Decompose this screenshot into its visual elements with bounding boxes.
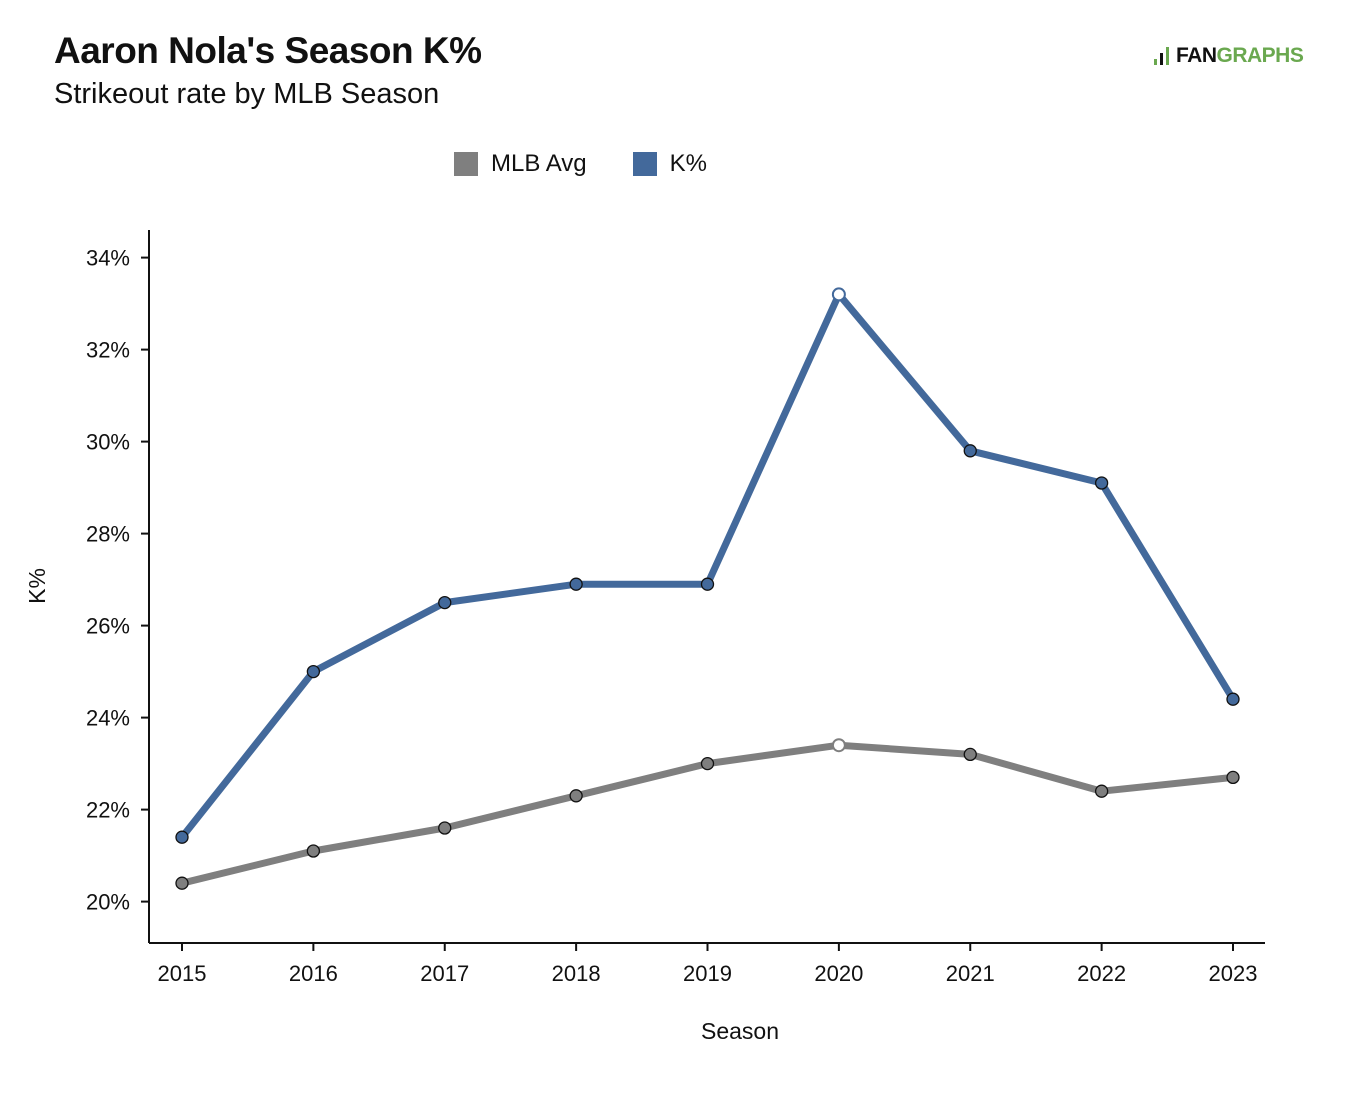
data-point-mlb-avg (569, 789, 583, 803)
data-point-k (1094, 476, 1109, 490)
data-point-mlb-avg (306, 844, 321, 858)
fangraphs-logo[interactable]: FAN GRAPHS (1152, 44, 1304, 68)
data-point-mlb-avg (963, 747, 977, 762)
x-tick-label: 2019 (683, 961, 732, 986)
y-tick-label: 28% (86, 522, 130, 547)
data-point-k (569, 577, 583, 591)
legend-label-k-pct: K% (669, 150, 707, 177)
x-tick-label: 2023 (1209, 961, 1258, 986)
data-point-mlb-avg (175, 876, 189, 890)
x-axis-title: Season (701, 1018, 779, 1044)
data-point-k (175, 830, 189, 844)
y-tick-label: 30% (86, 430, 130, 455)
y-tick-label: 34% (86, 246, 130, 271)
legend-swatch-k-pct (632, 152, 657, 176)
y-axis-title: K% (24, 568, 50, 604)
x-tick-label: 2018 (552, 961, 601, 986)
data-point-k (438, 595, 452, 610)
x-tick-label: 2017 (420, 961, 469, 986)
x-tick-label: 2022 (1077, 961, 1126, 986)
x-tick-label: 2021 (946, 961, 995, 986)
data-point-k (831, 287, 846, 302)
fangraphs-logo-icon (1152, 45, 1174, 67)
data-point-k (306, 664, 321, 679)
y-tick-label: 20% (86, 890, 130, 915)
series-points (175, 287, 1240, 890)
data-point-mlb-avg (1226, 770, 1240, 785)
chart-title: Aaron Nola's Season K% (54, 30, 482, 71)
x-tick-label: 2020 (814, 961, 863, 986)
legend-item-k-pct[interactable]: K% (632, 150, 707, 178)
logo-text-graphs: GRAPHS (1216, 44, 1304, 67)
data-point-mlb-avg (1094, 784, 1109, 798)
legend-item-mlb-avg[interactable]: MLB Avg (454, 150, 587, 178)
y-tick-label: 24% (86, 706, 130, 731)
data-point-k (700, 577, 715, 591)
legend-label-mlb-avg: MLB Avg (491, 150, 587, 177)
data-point-mlb-avg (831, 738, 846, 753)
data-point-k (1226, 692, 1240, 706)
logo-text-fan: FAN (1176, 44, 1217, 67)
x-tick-label: 2016 (289, 961, 338, 986)
x-tick-label: 2015 (158, 961, 207, 986)
data-point-mlb-avg (700, 756, 715, 771)
chart-subtitle: Strikeout rate by MLB Season (54, 78, 440, 110)
y-tick-label: 22% (86, 798, 130, 823)
legend-swatch-mlb-avg (454, 152, 478, 176)
y-tick-label: 26% (86, 614, 130, 639)
data-point-k (963, 444, 977, 458)
data-point-mlb-avg (438, 821, 452, 835)
chart-legend: MLB Avg K% (454, 150, 753, 178)
y-tick-label: 32% (86, 338, 130, 363)
axis-ticks: 20% 22% 24% 26% 28% 30% 32% 34% 2015 2016 2017 2018… (86, 246, 1258, 986)
series-line-k (178, 290, 1237, 841)
